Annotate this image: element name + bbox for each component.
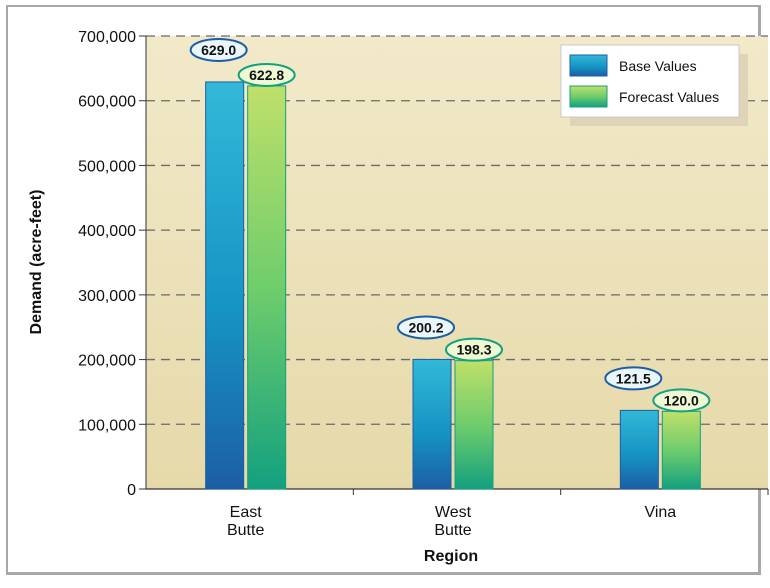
legend-swatch-base — [569, 54, 608, 77]
y-tick-label: 100,000 — [78, 417, 136, 434]
x-tick-label: Butte — [434, 522, 471, 539]
data-label-base: 121.5 — [616, 370, 651, 386]
y-tick-label: 700,000 — [78, 29, 136, 46]
data-label-forecast: 622.8 — [249, 67, 284, 83]
data-label-bubble-forecast — [445, 337, 503, 362]
y-tick-label: 200,000 — [78, 353, 136, 370]
x-tick-label: Vina — [644, 504, 676, 521]
bar-forecast — [661, 410, 701, 490]
x-tick-label: West — [435, 504, 472, 521]
bar-base — [205, 81, 245, 490]
data-label-bubble-base — [604, 366, 663, 391]
y-tick-label: 600,000 — [78, 94, 136, 111]
data-label-forecast: 120.0 — [664, 392, 699, 408]
y-tick-label: 400,000 — [78, 223, 136, 240]
x-axis-title: Region — [424, 548, 478, 565]
x-tick-label: East — [230, 504, 263, 521]
legend-swatch-forecast — [569, 85, 608, 108]
legend-label-base: Base Values — [619, 58, 697, 74]
bar-forecast — [454, 360, 494, 490]
data-label-forecast: 198.3 — [456, 342, 491, 358]
bar-forecast — [247, 85, 287, 490]
legend-label-forecast: Forecast Values — [619, 89, 719, 105]
data-label-bubble-base — [397, 315, 455, 340]
data-label-base: 629.0 — [201, 42, 236, 58]
data-label-bubble-base — [189, 37, 248, 62]
y-tick-label: 0 — [127, 482, 136, 499]
y-tick-label: 500,000 — [78, 158, 136, 175]
data-label-bubble-forecast — [237, 62, 296, 87]
y-tick-label: 300,000 — [78, 288, 136, 305]
y-axis-title: Demand (acre-feet) — [28, 190, 45, 335]
legend: Base Values Forecast Values — [560, 44, 748, 126]
data-label-base: 200.2 — [408, 319, 443, 335]
x-tick-label: Butte — [227, 522, 264, 539]
data-label-bubble-forecast — [652, 388, 711, 413]
bar-base — [412, 358, 452, 490]
bar-base — [619, 409, 659, 490]
